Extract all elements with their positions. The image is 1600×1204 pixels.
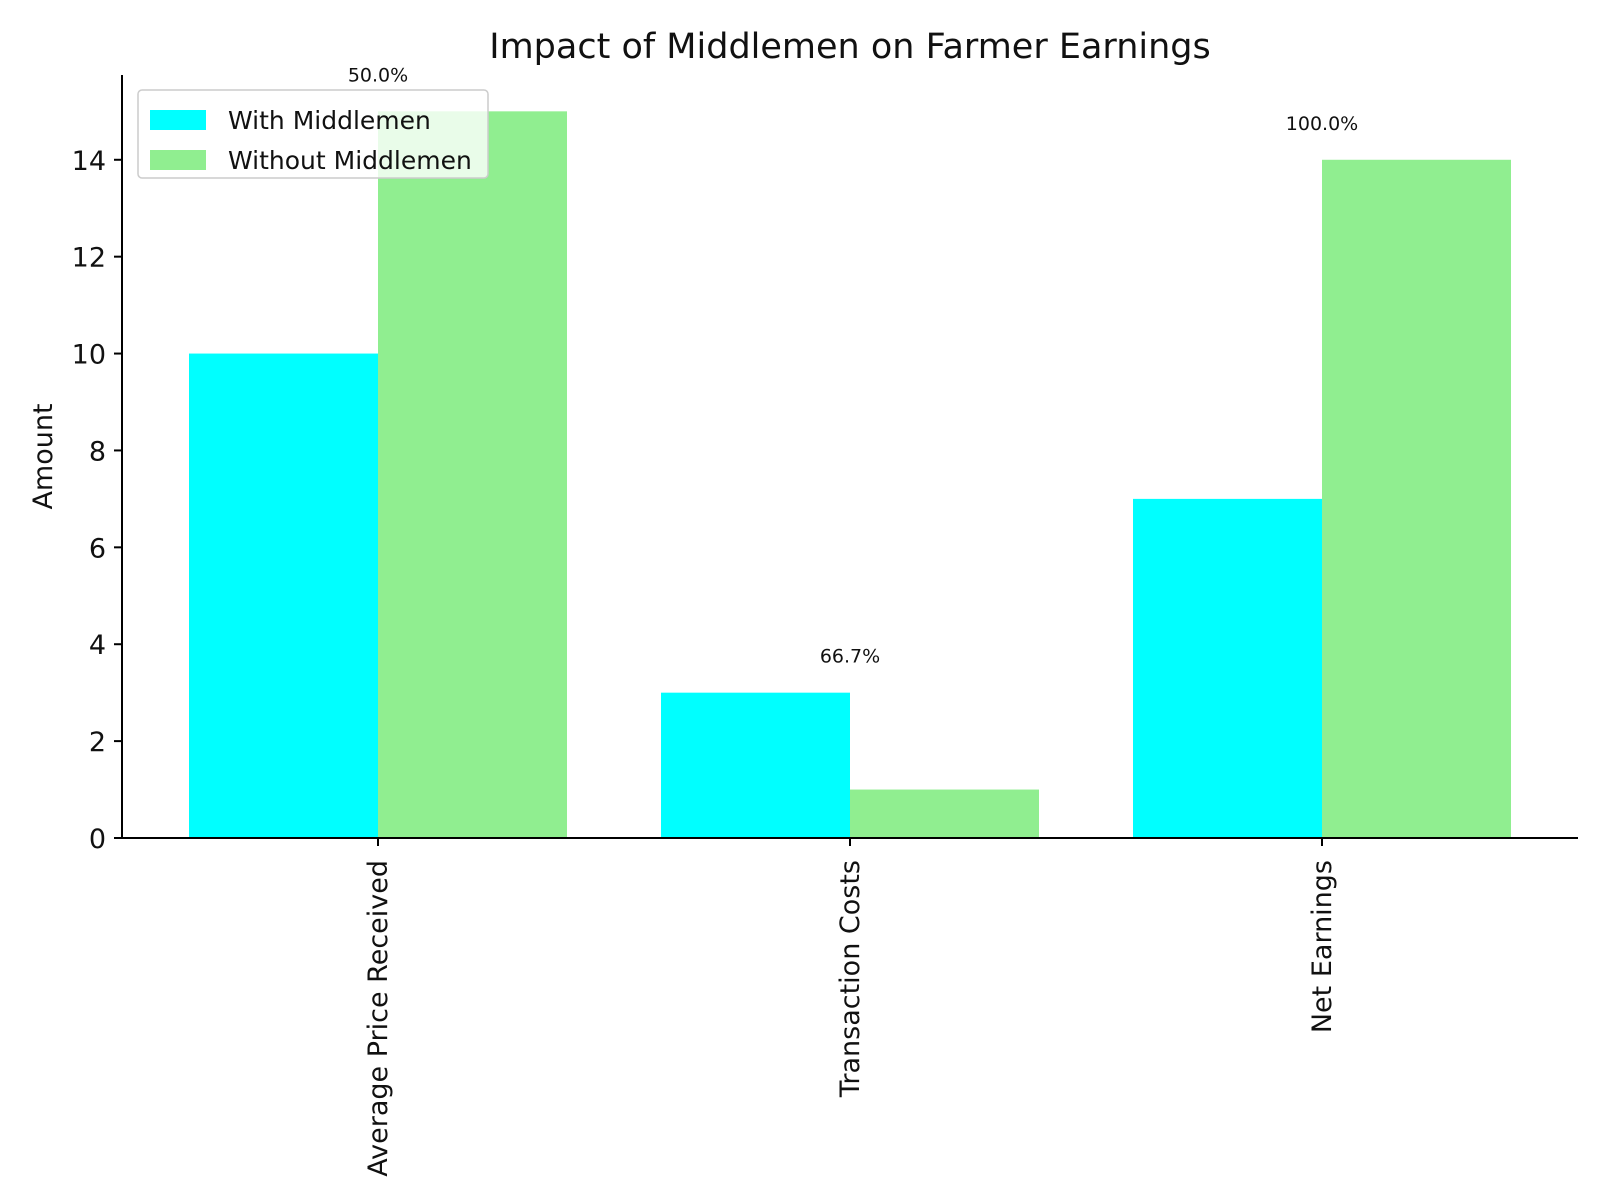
bar-data-label: 50.0% bbox=[348, 64, 408, 86]
bar-without-middlemen-2 bbox=[1322, 159, 1511, 838]
x-tick-label: Average Price Received bbox=[363, 860, 394, 1177]
y-tick-label: 12 bbox=[72, 243, 106, 274]
bar-with-middlemen-2 bbox=[1133, 498, 1322, 838]
x-tick-label: Net Earnings bbox=[1307, 860, 1338, 1033]
y-tick-label: 8 bbox=[89, 436, 106, 467]
y-tick-label: 4 bbox=[89, 630, 106, 661]
x-tick-label: Transaction Costs bbox=[835, 860, 866, 1098]
chart-title: Impact of Middlemen on Farmer Earnings bbox=[489, 27, 1210, 67]
labels-layer: 50.0% 66.7% 100.0% bbox=[348, 64, 1358, 667]
legend: With Middlemen Without Middlemen bbox=[137, 89, 489, 179]
legend-swatch bbox=[150, 150, 206, 170]
bar-data-label: 100.0% bbox=[1286, 113, 1358, 135]
bar-without-middlemen-0 bbox=[378, 111, 567, 839]
y-axis-title: Amount bbox=[28, 403, 59, 509]
bar-without-middlemen-1 bbox=[850, 789, 1039, 838]
y-tick-label: 0 bbox=[89, 824, 106, 855]
y-tick-label: 10 bbox=[72, 340, 106, 371]
legend-label: With Middlemen bbox=[228, 106, 431, 135]
legend-label: Without Middlemen bbox=[228, 146, 472, 175]
y-tick-label: 6 bbox=[89, 533, 106, 564]
bar-with-middlemen-0 bbox=[189, 353, 378, 838]
bar-data-label: 66.7% bbox=[820, 646, 880, 668]
y-tick-label: 14 bbox=[72, 146, 106, 177]
legend-swatch bbox=[150, 110, 206, 130]
legend-frame bbox=[137, 89, 489, 179]
y-tick-label: 2 bbox=[89, 727, 106, 758]
axes-layer: 0 2 4 6 8 10 12 14 Average Price Received Transac… bbox=[72, 75, 1578, 1177]
bars-layer bbox=[189, 111, 1511, 839]
bar-with-middlemen-1 bbox=[661, 692, 850, 838]
